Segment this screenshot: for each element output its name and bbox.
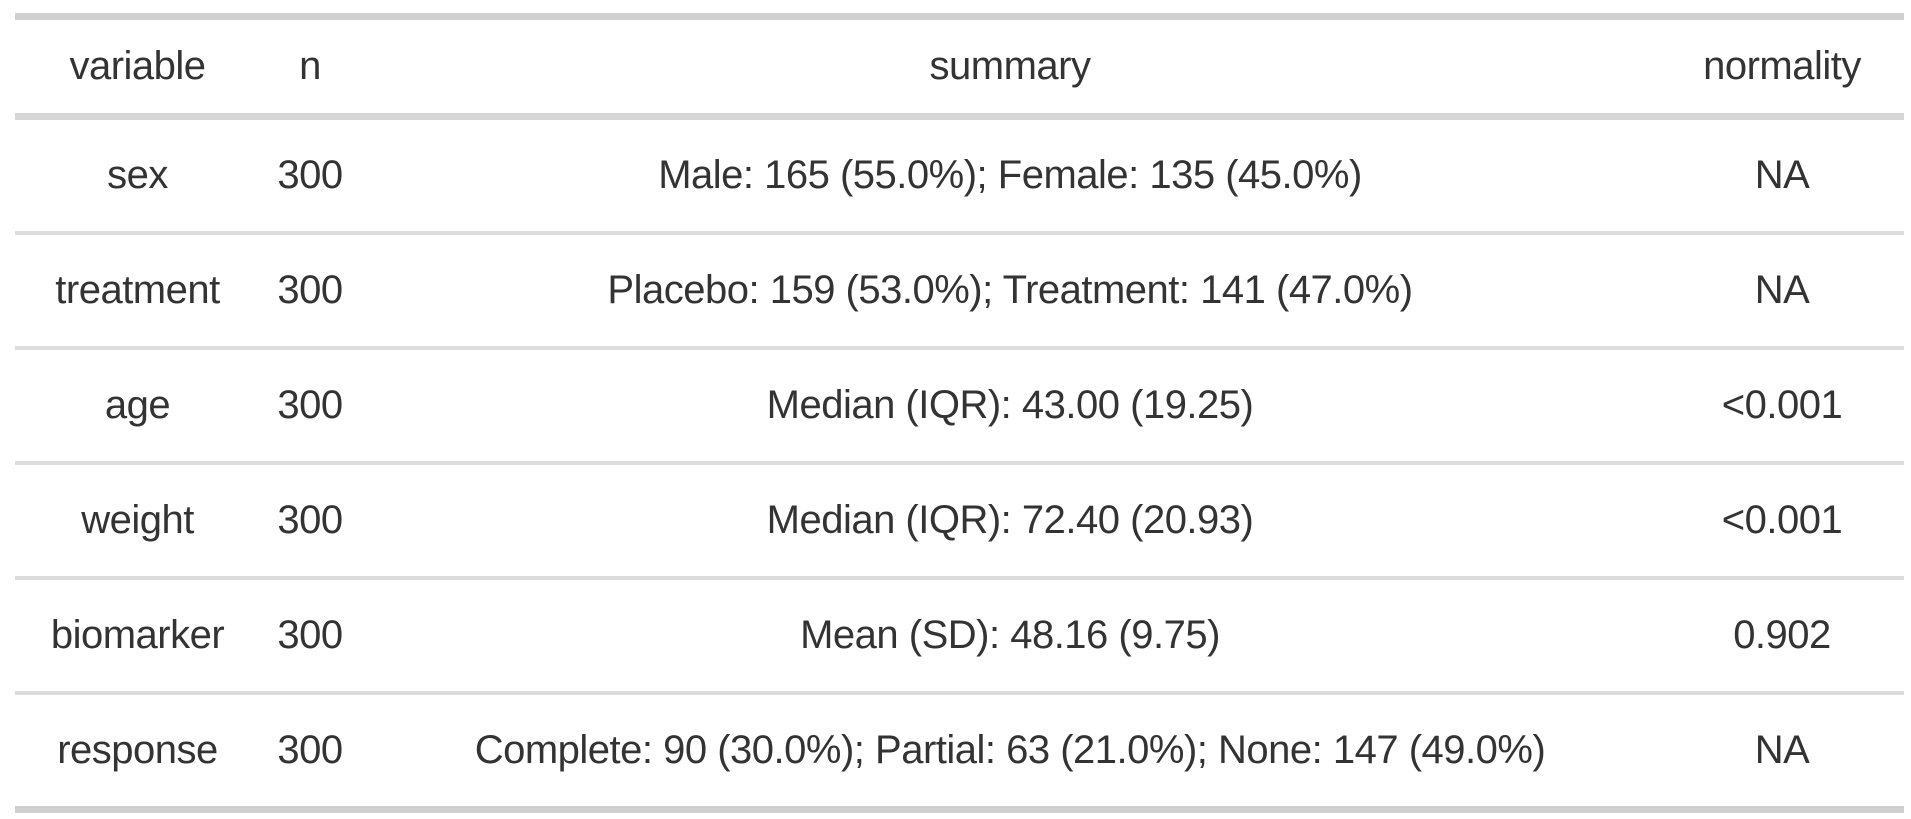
cell-normality: NA <box>1754 153 1810 197</box>
table-row: sex 300 Male: 165 (55.0%); Female: 135 (… <box>15 117 1904 234</box>
table-row: response 300 Complete: 90 (30.0%); Parti… <box>15 691 1904 810</box>
cell-summary: Mean (SD): 48.16 (9.75) <box>360 576 1660 693</box>
cell-variable: sex <box>107 153 168 197</box>
cell-summary: Complete: 90 (30.0%); Partial: 63 (21.0%… <box>360 691 1660 810</box>
cell-summary: Median (IQR): 72.40 (20.93) <box>360 461 1660 578</box>
col-header-n: n <box>260 16 360 120</box>
table-row: age 300 Median (IQR): 43.00 (19.25) <0.0… <box>15 346 1904 463</box>
cell-n: 300 <box>260 576 360 693</box>
cell-normality: NA <box>1660 231 1904 348</box>
cell-variable: treatment <box>15 231 260 348</box>
cell-variable: response <box>15 691 260 810</box>
table-row: treatment 300 Placebo: 159 (53.0%); Trea… <box>15 231 1904 348</box>
summary-statistics-table: variable n summary normality sex 300 Mal… <box>15 13 1904 813</box>
cell-n: 300 <box>277 153 343 197</box>
cell-normality: <0.001 <box>1660 346 1904 463</box>
cell-normality: NA <box>1660 691 1904 810</box>
cell-summary: Median (IQR): 43.00 (19.25) <box>360 346 1660 463</box>
cell-variable: biomarker <box>15 576 260 693</box>
cell-normality: <0.001 <box>1660 461 1904 578</box>
cell-summary: Male: 165 (55.0%); Female: 135 (45.0%) <box>658 153 1362 197</box>
cell-variable: weight <box>15 461 260 578</box>
cell-normality: 0.902 <box>1660 576 1904 693</box>
header-row: variable n summary normality <box>15 16 1904 120</box>
cell-variable: age <box>15 346 260 463</box>
col-header-variable: variable <box>15 16 260 120</box>
cell-n: 300 <box>260 691 360 810</box>
table-row: biomarker 300 Mean (SD): 48.16 (9.75) 0.… <box>15 576 1904 693</box>
col-header-normality: normality <box>1660 16 1904 120</box>
cell-n: 300 <box>260 461 360 578</box>
table-row: weight 300 Median (IQR): 72.40 (20.93) <… <box>15 461 1904 578</box>
cell-summary: Placebo: 159 (53.0%); Treatment: 141 (47… <box>360 231 1660 348</box>
col-header-summary: summary <box>360 16 1660 120</box>
cell-n: 300 <box>260 346 360 463</box>
cell-n: 300 <box>260 231 360 348</box>
